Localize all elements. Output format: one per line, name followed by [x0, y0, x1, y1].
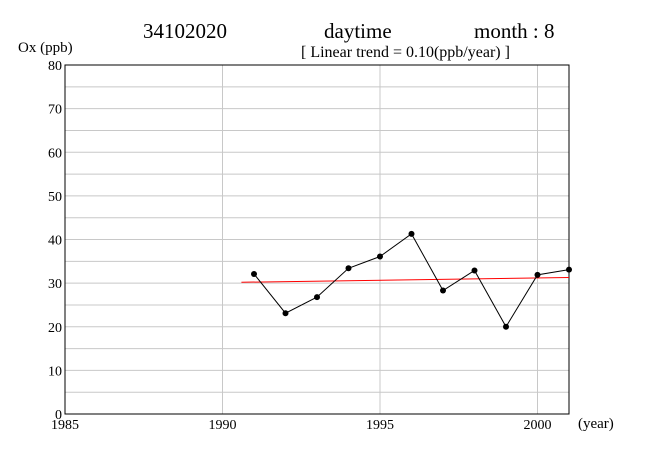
- data-point: [503, 323, 509, 330]
- x-axis-label: (year): [578, 416, 614, 432]
- x-tick-labels: 1985 1990 1995 2000: [51, 418, 552, 433]
- y-tick-label: 60: [48, 146, 62, 161]
- period-label: daytime: [324, 19, 392, 43]
- x-tick-label: 1985: [51, 418, 79, 433]
- grid: [65, 65, 569, 414]
- data-point: [251, 270, 257, 277]
- y-tick-label: 80: [48, 59, 62, 74]
- trend-line: [241, 276, 570, 283]
- trend-label: [ Linear trend = 0.10(ppb/year) ]: [301, 44, 510, 61]
- data-point: [377, 253, 383, 260]
- data-point: [566, 266, 572, 273]
- y-tick-label: 0: [55, 408, 62, 423]
- plot-frame: [64, 64, 570, 415]
- y-tick-label: 40: [48, 234, 62, 249]
- data-point: [440, 287, 446, 294]
- y-tick-label: 70: [48, 103, 62, 118]
- data-point: [471, 267, 478, 274]
- data-point: [345, 265, 352, 272]
- month-label: month : 8: [474, 19, 555, 43]
- y-tick-label: 10: [48, 364, 62, 379]
- y-tick-labels: 0 10 20 30 40 50 60 70 80: [48, 59, 62, 423]
- x-tick-label: 1990: [209, 418, 237, 433]
- y-tick-label: 20: [48, 321, 62, 336]
- data-point: [314, 294, 320, 301]
- series-line: [253, 233, 570, 328]
- station-id: 34102020: [143, 19, 227, 43]
- data-point: [408, 230, 415, 237]
- data-point: [534, 271, 541, 278]
- y-tick-label: 50: [48, 190, 62, 205]
- y-axis-label: Ox (ppb): [18, 40, 73, 56]
- y-tick-label: 30: [48, 277, 62, 292]
- x-tick-label: 2000: [524, 418, 552, 433]
- x-tick-label: 1995: [366, 418, 394, 433]
- data-points: [251, 230, 572, 330]
- data-point: [282, 310, 289, 317]
